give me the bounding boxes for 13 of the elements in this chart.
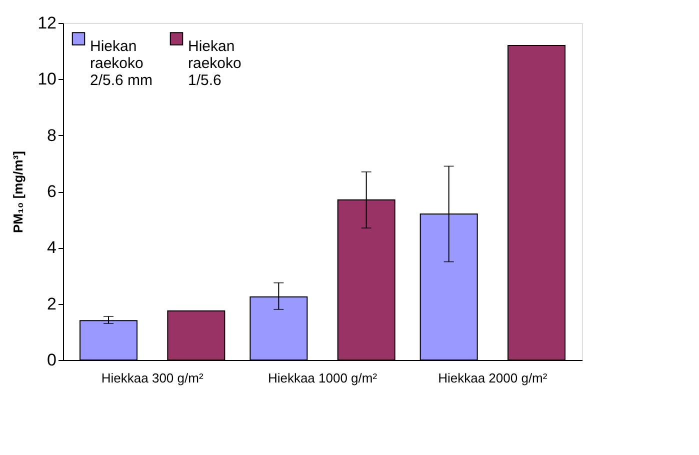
y-tick-label: 10 — [38, 70, 56, 89]
x-tick-label: Hiekkaa 300 g/m² — [101, 370, 204, 386]
y-tick-label: 6 — [47, 182, 56, 201]
legend-label: Hiekan raekoko 1/5.6 — [188, 38, 242, 89]
x-tick-label: Hiekkaa 1000 g/m² — [268, 370, 378, 386]
y-tick-label: 0 — [47, 350, 56, 370]
y-tick-label: 2 — [47, 294, 56, 314]
x-tick-label: Hiekkaa 2000 g/m² — [438, 370, 548, 386]
legend-label: Hiekan raekoko 2/5.6 mm — [90, 38, 153, 89]
y-tick-label: 8 — [47, 126, 56, 145]
y-tick-label: 4 — [47, 238, 56, 258]
y-axis-title: PM₁₀ [mg/m³] — [10, 150, 26, 234]
y-tick-label: 12 — [38, 14, 56, 32]
